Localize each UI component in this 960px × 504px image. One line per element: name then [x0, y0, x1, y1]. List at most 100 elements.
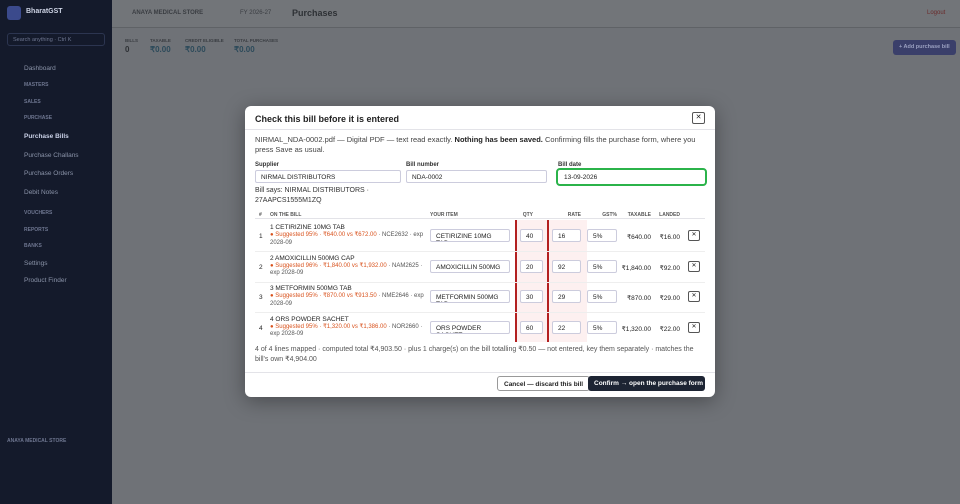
taxable: ₹1,840.00	[621, 264, 651, 272]
store: ANAYA MEDICAL STORE	[132, 10, 204, 16]
stat-value: 0	[125, 45, 130, 54]
intro-bold: Nothing has been saved.	[454, 135, 543, 144]
column-header: RATE	[567, 212, 581, 218]
row-divider	[255, 251, 705, 252]
nav-item[interactable]: Dashboard	[24, 65, 56, 72]
gst-select[interactable]: 5%	[587, 290, 617, 303]
taxable: ₹1,320.00	[621, 325, 651, 333]
fy: FY 2026-27	[240, 10, 272, 16]
item-select[interactable]: CETIRIZINE 10MG TAB	[430, 229, 510, 242]
sidebar: BharatGST Search anything · Ctrl K Dashb…	[0, 0, 112, 504]
nav-item[interactable]: Product Finder	[24, 277, 67, 284]
summary: 4 of 4 lines mapped · computed total ₹4,…	[255, 346, 694, 363]
nav-section: BANKS	[24, 243, 42, 249]
highlight-line	[547, 220, 549, 342]
landed: ₹29.00	[659, 295, 680, 302]
remove-button[interactable]: ✕	[688, 260, 700, 272]
stat-label: TAXABLE	[150, 38, 171, 43]
item-select[interactable]: METFORMIN 500MG TAB	[430, 290, 510, 303]
code: · NAM2625 · exp 2028-09	[270, 262, 423, 277]
topbar: ANAYA MEDICAL STORE FY 2026-27 Purchases…	[112, 0, 960, 28]
column-header: TAXABLE	[627, 212, 651, 218]
bill-number-input[interactable]: NDA-0002	[406, 170, 547, 183]
brand: BharatGST	[26, 8, 63, 15]
add-button[interactable]: + Add purchase bill	[893, 40, 956, 55]
landed: ₹92.00	[659, 264, 680, 272]
nav-item[interactable]: Purchase Challans	[24, 152, 79, 159]
store-name: ANAYA MEDICAL STORE	[7, 438, 67, 444]
stat-label: CREDIT ELIGIBLE	[185, 38, 224, 43]
logo	[7, 6, 21, 20]
qty-input[interactable]: 30	[520, 290, 543, 303]
column-header: YOUR ITEM	[430, 212, 458, 218]
code: · NCE2632 · exp 2028-09	[270, 232, 424, 246]
nav-section: VOUCHERS	[24, 210, 53, 216]
intro-lead: NIRMAL_NDA-0002.pdf — Digital PDF — text…	[255, 135, 453, 144]
rate-input[interactable]: 16	[552, 229, 581, 242]
taxable: ₹870.00	[626, 295, 651, 302]
row-number: 3	[259, 294, 263, 301]
nav-item[interactable]: Purchase Orders	[24, 170, 74, 177]
column-header: LANDED	[659, 212, 680, 218]
bill-line: 1 CETIRIZINE 10MG TAB	[270, 224, 345, 231]
row-divider	[255, 281, 705, 283]
suggestion: ● Suggested 95% · ₹640.00 vs ₹672.00	[270, 232, 377, 238]
gst-select[interactable]: 5%	[587, 320, 617, 334]
qty-input[interactable]: 60	[520, 320, 543, 334]
landed: ₹16.00	[659, 234, 680, 241]
remove-button[interactable]: ✕	[688, 230, 700, 241]
row-number: 2	[259, 263, 263, 271]
bill-line: 2 AMOXICILLIN 500MG CAP	[270, 254, 355, 262]
rate-input[interactable]: 92	[552, 259, 581, 273]
search[interactable]: Search anything · Ctrl K	[7, 33, 105, 46]
nav-section: PURCHASE	[24, 115, 53, 121]
row-number: 1	[259, 233, 263, 240]
stat-label: BILLS	[125, 38, 138, 43]
nav-item[interactable]: Settings	[24, 260, 48, 267]
bill-line-detail: ● Suggested 96% · ₹1,840.00 vs ₹1,932.00…	[270, 263, 425, 278]
suggestion: ● Suggested 96% · ₹1,840.00 vs ₹1,932.00	[270, 262, 387, 269]
logout[interactable]: Logout	[927, 10, 946, 16]
rate-input[interactable]: 22	[552, 320, 581, 334]
code: · NOR2660 · exp 2028-09	[270, 323, 423, 338]
intro: NIRMAL_NDA-0002.pdf — Digital PDF — text…	[255, 135, 705, 155]
bill-line-detail: ● Suggested 95% · ₹640.00 vs ₹672.00 · N…	[270, 232, 425, 247]
cancel-button[interactable]: Cancel — discard this bill	[497, 376, 591, 391]
row-divider	[255, 312, 705, 313]
gst-select[interactable]: 5%	[587, 259, 617, 273]
confirm-button[interactable]: Confirm → open the purchase form	[588, 376, 705, 391]
bill-date-input[interactable]: 13-09-2026	[556, 168, 707, 186]
suggestion: ● Suggested 95% · ₹870.00 vs ₹913.50	[270, 293, 377, 299]
close-button[interactable]: ✕	[692, 112, 705, 124]
gst-select[interactable]: 5%	[587, 229, 617, 242]
stat-label: TOTAL PURCHASES	[234, 38, 279, 43]
row-number: 4	[259, 324, 263, 332]
remove-button[interactable]: ✕	[688, 291, 700, 302]
modal: Check this bill before it is entered ✕ N…	[245, 106, 715, 397]
column-header: #	[259, 212, 262, 218]
bill-number-label: Bill number	[406, 162, 440, 168]
bill-line: 3 METFORMIN 500MG TAB	[270, 285, 352, 292]
column-header: QTY	[522, 212, 533, 218]
landed: ₹22.00	[659, 325, 680, 333]
rate-input[interactable]: 29	[552, 290, 581, 303]
qty-input[interactable]: 20	[520, 259, 543, 273]
supplier-label: Supplier	[255, 162, 280, 168]
stat-value: ₹0.00	[150, 45, 171, 54]
remove-button[interactable]: ✕	[688, 321, 700, 333]
supplier-select[interactable]: NIRMAL DISTRIBUTORS	[255, 170, 401, 183]
nav-item[interactable]: Debit Notes	[24, 189, 58, 196]
bill-says: Bill says: NIRMAL DISTRIBUTORS · 27AAPCS…	[255, 187, 369, 204]
divider	[245, 129, 715, 130]
bill-line: 4 ORS POWDER SACHET	[270, 315, 349, 323]
qty-input[interactable]: 40	[520, 229, 543, 242]
item-select[interactable]: AMOXICILLIN 500MG	[430, 259, 510, 273]
nav-item[interactable]: Purchase Bills	[24, 133, 69, 140]
item-select[interactable]: ORS POWDER SACHET	[430, 320, 510, 334]
stat-value: ₹0.00	[185, 45, 206, 54]
code: · NME2646 · exp 2028-09	[270, 293, 424, 307]
stat-value: ₹0.00	[234, 45, 255, 54]
page-title: Purchases	[292, 8, 338, 18]
nav-section: REPORTS	[24, 227, 49, 233]
bill-line-detail: ● Suggested 95% · ₹870.00 vs ₹913.50 · N…	[270, 293, 425, 308]
